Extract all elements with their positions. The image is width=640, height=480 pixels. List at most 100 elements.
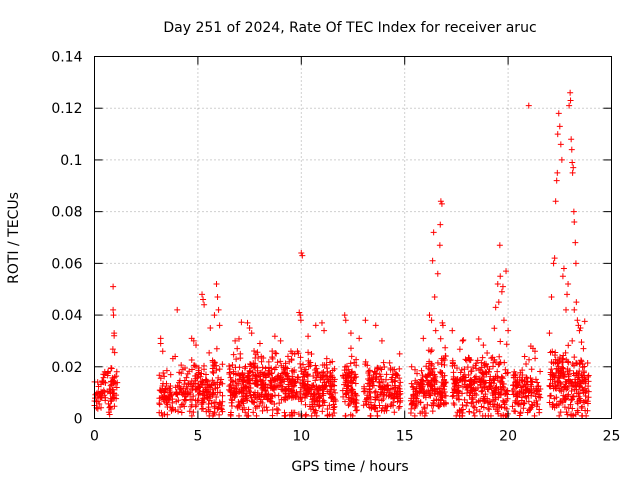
data-point <box>346 400 353 407</box>
data-point <box>290 409 297 416</box>
data-point <box>396 365 403 372</box>
data-point <box>576 390 583 397</box>
x-tick-label: 15 <box>396 429 414 445</box>
data-point <box>271 366 278 373</box>
data-point <box>282 396 289 403</box>
data-point <box>188 401 195 408</box>
data-point <box>245 406 252 413</box>
data-point <box>456 346 463 353</box>
data-point <box>95 389 102 396</box>
x-axis-label: GPS time / hours <box>291 459 408 475</box>
data-point <box>437 335 444 342</box>
data-point <box>249 375 256 382</box>
data-point <box>340 393 347 400</box>
data-point <box>482 368 489 375</box>
data-point <box>353 362 360 369</box>
data-point <box>450 369 457 376</box>
data-point <box>496 353 503 360</box>
data-point <box>201 396 208 403</box>
data-point <box>102 394 109 401</box>
data-point <box>423 363 430 370</box>
data-point <box>284 353 291 360</box>
data-point <box>245 372 252 379</box>
data-point <box>434 359 441 366</box>
data-point <box>565 342 572 349</box>
data-point <box>439 322 446 329</box>
data-point <box>172 353 179 360</box>
data-point <box>533 403 540 410</box>
data-point <box>303 411 310 418</box>
data-point <box>429 408 436 415</box>
data-point <box>436 242 443 249</box>
data-point <box>556 357 563 364</box>
data-point <box>216 411 223 418</box>
data-point <box>537 394 544 401</box>
data-point <box>572 376 579 383</box>
data-point <box>236 402 243 409</box>
data-point <box>521 353 528 360</box>
data-point <box>484 349 491 356</box>
data-point <box>487 373 494 380</box>
data-point <box>412 402 419 409</box>
data-point <box>568 136 575 143</box>
data-point <box>579 361 586 368</box>
data-point <box>426 381 433 388</box>
data-point <box>516 391 523 398</box>
data-point <box>354 407 361 414</box>
data-point <box>299 394 306 401</box>
data-point <box>269 354 276 361</box>
data-point <box>505 327 512 334</box>
data-point <box>361 383 368 390</box>
data-point <box>258 358 265 365</box>
data-point <box>244 319 251 326</box>
data-point <box>192 386 199 393</box>
data-point <box>320 368 327 375</box>
data-point <box>295 374 302 381</box>
grid <box>94 56 612 419</box>
data-point <box>229 379 236 386</box>
data-point <box>568 397 575 404</box>
data-point <box>576 327 583 334</box>
data-point <box>209 377 216 384</box>
data-point <box>235 412 242 419</box>
data-point <box>408 363 415 370</box>
data-point <box>577 380 584 387</box>
data-point <box>252 379 259 386</box>
data-point <box>367 393 374 400</box>
data-point <box>367 412 374 419</box>
data-point <box>347 345 354 352</box>
data-point <box>157 335 164 342</box>
data-point <box>324 412 331 419</box>
data-point <box>236 376 243 383</box>
data-point <box>308 351 315 358</box>
data-point <box>173 390 180 397</box>
data-point <box>533 387 540 394</box>
data-point <box>108 365 115 372</box>
data-point <box>417 410 424 417</box>
data-point <box>409 400 416 407</box>
data-point <box>226 363 233 370</box>
data-point <box>449 327 456 334</box>
data-point <box>396 350 403 357</box>
data-point <box>288 379 295 386</box>
plot-frame <box>94 56 612 419</box>
data-point <box>182 397 189 404</box>
data-point <box>345 402 352 409</box>
data-point <box>227 374 234 381</box>
data-point <box>163 399 170 406</box>
data-point <box>431 400 438 407</box>
data-point <box>536 406 543 413</box>
data-point <box>164 393 171 400</box>
data-point <box>96 390 103 397</box>
data-point <box>195 383 202 390</box>
data-point <box>496 360 503 367</box>
data-point <box>324 388 331 395</box>
data-point <box>392 370 399 377</box>
data-point <box>200 296 207 303</box>
data-point <box>376 402 383 409</box>
data-point <box>206 391 213 398</box>
data-point <box>390 395 397 402</box>
data-point <box>512 389 519 396</box>
data-point <box>577 357 584 364</box>
